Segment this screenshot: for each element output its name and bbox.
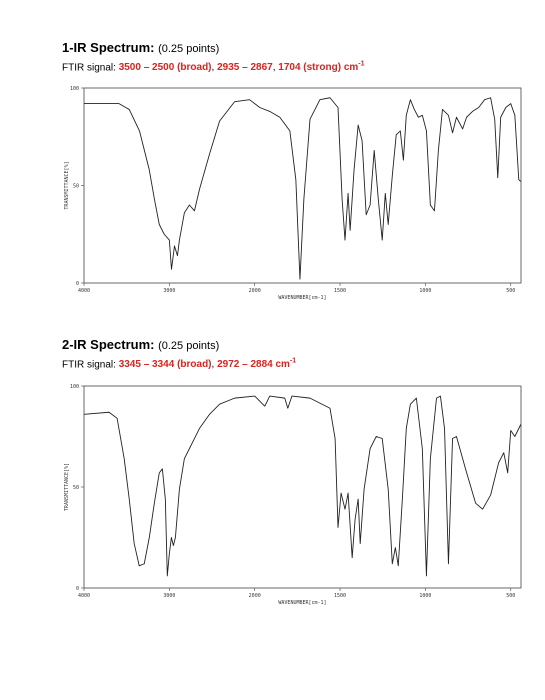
signal: FTIR signal: 3500 – 2500 (broad), 2935 –… <box>62 61 365 73</box>
signal-values: 3345 – 3344 (broad), 2972 – 2884 cm-1 <box>118 358 297 371</box>
signal-value: , <box>272 62 279 74</box>
heading-title: 1-IR Spectrum: <box>62 40 155 55</box>
signal-value: -1 <box>358 61 365 68</box>
x-axis-label: WAVENUMBER[cm-1] <box>278 600 326 606</box>
x-tick-label: 1500 <box>334 288 346 294</box>
y-tick-label: 0 <box>76 586 79 592</box>
x-tick-label: 1500 <box>334 593 346 599</box>
heading: 2-IR Spectrum: (0.25 points) <box>62 337 296 352</box>
signal-label: FTIR signal: <box>62 359 116 371</box>
heading-note: (0.25 points) <box>158 340 220 352</box>
x-tick-label: 2000 <box>249 593 261 599</box>
heading-note: (0.25 points) <box>158 43 220 55</box>
x-tick-label: 500 <box>506 288 515 294</box>
spectrum-line <box>83 395 522 577</box>
signal-value: 2972 – 2884 cm <box>217 359 290 371</box>
x-tick-label: 4000 <box>78 288 90 294</box>
signal-label: FTIR signal: <box>62 62 116 74</box>
signal: FTIR signal: 3345 – 3344 (broad), 2972 –… <box>62 358 296 370</box>
y-tick-label: 0 <box>76 281 79 287</box>
y-tick-label: 100 <box>70 384 79 390</box>
chart: 0 50 100 4000 3000 2000 1500 1000 500 WAVENUMBER[… <box>64 86 522 301</box>
x-tick-label: 1000 <box>419 593 431 599</box>
signal-value: 2935 – 2867 <box>217 62 273 74</box>
x-tick-label: 1000 <box>419 288 431 294</box>
x-tick-label: 4000 <box>78 593 90 599</box>
y-tick-label: 100 <box>70 86 79 92</box>
y-tick-label: 50 <box>73 485 79 491</box>
signal-value: 3500 – 2500 (broad) <box>118 62 212 74</box>
x-tick-label: 3000 <box>163 288 175 294</box>
y-axis-label: TRANSMITTANCE[%] <box>64 463 70 511</box>
y-axis-label: TRANSMITTANCE[%] <box>64 161 70 209</box>
x-tick-label: 500 <box>506 593 515 599</box>
signal-value: -1 <box>289 358 297 365</box>
signal-value: 3345 – 3344 (broad) <box>118 359 212 371</box>
section: 1-IR Spectrum: (0.25 points) FTIR signal… <box>62 40 365 73</box>
signal-value: , <box>211 359 218 371</box>
section: 2-IR Spectrum: (0.25 points) FTIR signal… <box>62 337 296 370</box>
heading: 1-IR Spectrum: (0.25 points) <box>62 40 365 55</box>
spectrum-line <box>84 97 522 280</box>
heading-title: 2-IR Spectrum: <box>62 337 155 352</box>
y-tick-label: 50 <box>73 184 79 190</box>
signal-values: 3500 – 2500 (broad), 2935 – 2867, 1704 (… <box>118 61 365 74</box>
x-axis-label: WAVENUMBER[cm-1] <box>278 295 326 301</box>
x-tick-label: 3000 <box>163 593 175 599</box>
plot-frame <box>83 385 522 589</box>
x-tick-label: 2000 <box>249 288 261 294</box>
signal-value: , <box>211 62 218 74</box>
signal-value: 1704 (strong) cm <box>278 62 359 74</box>
chart: 0 50 100 4000 3000 2000 1500 1000 500 WAVENUMBER[… <box>64 384 522 606</box>
plot-frame <box>83 87 522 284</box>
